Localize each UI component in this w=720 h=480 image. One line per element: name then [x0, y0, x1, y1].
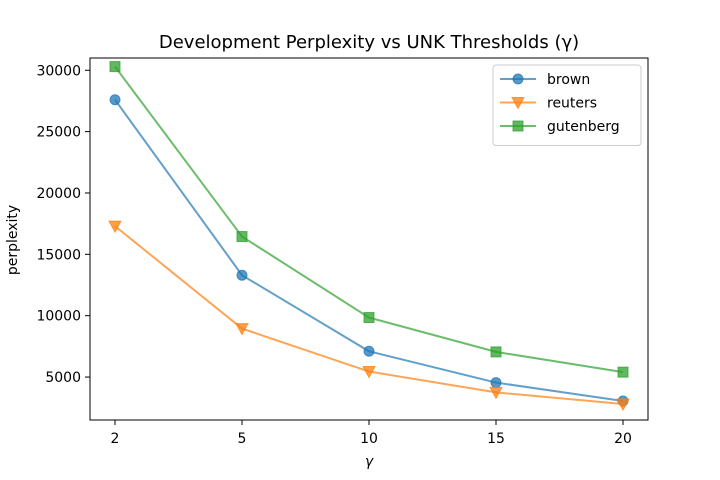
series-reuters: [108, 220, 630, 412]
x-tick-label: 10: [360, 431, 378, 447]
legend-marker: [512, 73, 524, 85]
data-point-brown: [236, 269, 248, 281]
series-brown: [109, 94, 629, 407]
x-axis-label: γ: [365, 454, 374, 470]
y-axis-ticks: 5000 10000 15000 20000 25000 30000: [36, 63, 90, 386]
chart-title: Development Perplexity vs UNK Thresholds…: [159, 32, 579, 53]
data-point-gutenberg: [617, 366, 629, 378]
legend-marker: [512, 120, 524, 132]
data-point-brown: [109, 94, 121, 106]
data-point-gutenberg: [363, 312, 375, 324]
plot-area: [89, 57, 649, 421]
x-tick-label: 5: [238, 431, 247, 447]
data-point-reuters: [362, 366, 376, 379]
y-tick-label: 5000: [45, 370, 81, 386]
y-tick-label: 15000: [36, 247, 81, 263]
x-axis-ticks: 2 5 10 15 20: [111, 420, 632, 447]
data-point-reuters: [235, 323, 249, 336]
legend-entry-brown: brown: [500, 72, 590, 88]
data-point-reuters: [489, 386, 503, 400]
y-axis-label: perplexity: [5, 205, 21, 275]
series-gutenberg: [109, 61, 629, 378]
data-point-reuters: [108, 220, 122, 234]
x-tick-label: 20: [614, 431, 632, 447]
data-point-gutenberg: [109, 61, 121, 73]
y-tick-label: 20000: [36, 186, 81, 202]
data-point-reuters: [616, 398, 630, 412]
y-tick-label: 10000: [36, 309, 81, 325]
x-tick-label: 15: [487, 431, 505, 447]
legend-label: brown: [547, 72, 590, 88]
legend-marker: [511, 97, 525, 110]
legend: brown reuters gutenberg: [492, 64, 642, 146]
data-point-gutenberg: [490, 346, 502, 358]
x-tick-label: 2: [111, 431, 120, 447]
data-point-brown: [363, 345, 375, 357]
data-point-gutenberg: [236, 231, 248, 243]
legend-label: reuters: [547, 96, 597, 112]
y-tick-label: 30000: [36, 63, 81, 79]
y-tick-label: 25000: [36, 125, 81, 141]
legend-entry-gutenberg: gutenberg: [500, 119, 620, 135]
legend-entry-reuters: reuters: [500, 96, 597, 112]
data-point-brown: [490, 377, 502, 389]
legend-label: gutenberg: [547, 119, 620, 135]
